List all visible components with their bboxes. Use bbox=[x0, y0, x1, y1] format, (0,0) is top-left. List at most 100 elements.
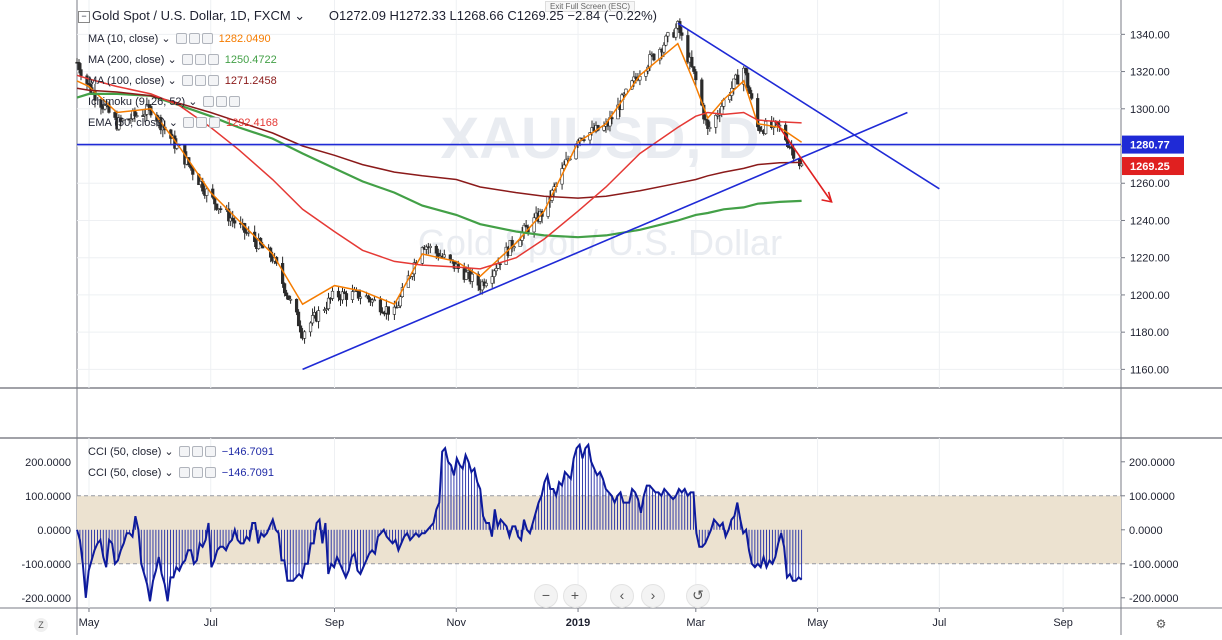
zoom-out-button[interactable]: − bbox=[534, 584, 558, 608]
candle-body bbox=[720, 106, 724, 115]
ohlc-readout: O1272.09 H1272.33 L1268.66 C1269.25 −2.8… bbox=[328, 8, 657, 23]
symbol-title[interactable]: Gold Spot / U.S. Dollar, 1D, FXCM bbox=[92, 8, 291, 23]
last-price-tag: 1269.25 bbox=[1130, 161, 1170, 173]
candle-body bbox=[588, 132, 592, 141]
candle-body bbox=[113, 112, 117, 118]
settings-gear-icon[interactable]: ⚙ bbox=[1155, 617, 1167, 631]
legend-close-icon[interactable] bbox=[207, 75, 219, 86]
candle-body bbox=[728, 95, 732, 101]
chevron-down-icon[interactable]: ⌄ bbox=[290, 8, 306, 23]
indicator-name[interactable]: Ichimoku (9, 26, 52) ⌄ bbox=[88, 96, 201, 108]
legend-close-icon[interactable] bbox=[228, 96, 240, 107]
y-tick-label: 1180.00 bbox=[1130, 327, 1169, 339]
zoom-in-button[interactable]: + bbox=[563, 584, 587, 608]
candle-body bbox=[582, 139, 586, 141]
candle-body bbox=[233, 220, 237, 224]
cci-legend-name[interactable]: CCI (50, close) ⌄ bbox=[88, 446, 177, 458]
legend-close-icon[interactable] bbox=[204, 446, 216, 457]
legend-eye-icon[interactable] bbox=[181, 75, 193, 86]
legend-settings-icon[interactable] bbox=[215, 96, 227, 107]
candle-body bbox=[714, 115, 718, 128]
candle-body bbox=[79, 69, 83, 77]
candle-body bbox=[85, 75, 89, 84]
candle-body bbox=[700, 79, 704, 106]
cci-y-tick-label: -200.0000 bbox=[1129, 593, 1179, 605]
cci-legend[interactable]: CCI (50, close) ⌄ −146.7091 bbox=[88, 466, 274, 480]
trendline-1[interactable] bbox=[677, 22, 940, 190]
series-line-ma-200-close- bbox=[76, 92, 802, 239]
x-tick-label: Sep bbox=[325, 617, 345, 629]
indicator-name[interactable]: MA (200, close) ⌄ bbox=[88, 54, 180, 66]
legend-close-icon[interactable] bbox=[204, 467, 216, 478]
candle-body bbox=[470, 273, 474, 282]
candle-body bbox=[358, 296, 363, 299]
candle-body bbox=[694, 71, 698, 81]
candle-body bbox=[658, 49, 662, 61]
legend-settings-icon[interactable] bbox=[191, 467, 203, 478]
indicator-name[interactable]: MA (100, close) ⌄ bbox=[88, 75, 180, 87]
collapse-icon[interactable]: − bbox=[78, 11, 90, 23]
legend-eye-icon[interactable] bbox=[202, 96, 214, 107]
x-tick-label: Nov bbox=[446, 617, 466, 629]
y-tick-label: 1160.00 bbox=[1130, 364, 1169, 376]
candle-body bbox=[288, 298, 293, 301]
forecast-arrow[interactable] bbox=[775, 121, 833, 203]
y-tick-label: 1340.00 bbox=[1130, 29, 1170, 41]
candle-body bbox=[147, 104, 151, 107]
legend-close-icon[interactable] bbox=[201, 33, 213, 44]
candle-body bbox=[686, 35, 690, 63]
candle-body bbox=[380, 311, 385, 314]
cci-y-tick-label-left: -200.0000 bbox=[21, 593, 71, 605]
candle-body bbox=[103, 105, 107, 110]
cci-y-tick-label-left: 200.0000 bbox=[25, 457, 71, 469]
legend-settings-icon[interactable] bbox=[195, 117, 207, 128]
indicator-legend[interactable]: MA (100, close) ⌄ 1271.2458 bbox=[88, 74, 277, 88]
candle-body bbox=[143, 114, 147, 117]
candle-body bbox=[800, 163, 804, 167]
indicator-name[interactable]: EMA (50, close) ⌄ bbox=[88, 117, 181, 129]
candle-body bbox=[464, 271, 468, 280]
legend-close-icon[interactable] bbox=[208, 117, 220, 128]
legend-eye-icon[interactable] bbox=[175, 33, 187, 44]
legend-eye-icon[interactable] bbox=[178, 446, 190, 457]
candle-body bbox=[392, 306, 396, 315]
candle-body bbox=[77, 62, 81, 70]
legend-eye-icon[interactable] bbox=[182, 117, 194, 128]
exit-fullscreen-hint[interactable]: Exit Full Screen (ESC) bbox=[545, 1, 636, 12]
legend-settings-icon[interactable] bbox=[194, 54, 206, 65]
legend-settings-icon[interactable] bbox=[191, 446, 203, 457]
legend-eye-icon[interactable] bbox=[178, 467, 190, 478]
candle-body bbox=[330, 290, 335, 299]
scroll-right-button[interactable]: › bbox=[641, 584, 665, 608]
candle-body bbox=[662, 44, 666, 53]
legend-settings-icon[interactable] bbox=[188, 33, 200, 44]
scroll-left-button[interactable]: ‹ bbox=[610, 584, 634, 608]
candle-body bbox=[744, 67, 748, 74]
reset-chart-button[interactable]: ↺ bbox=[686, 584, 710, 608]
candle-body bbox=[336, 290, 341, 298]
cci-legend-name[interactable]: CCI (50, close) ⌄ bbox=[88, 467, 177, 479]
indicator-legend[interactable]: EMA (50, close) ⌄ 1292.4168 bbox=[88, 116, 278, 130]
arrow-head-icon bbox=[821, 191, 833, 203]
candle-body bbox=[298, 325, 303, 333]
indicator-legend[interactable]: Ichimoku (9, 26, 52) ⌄ bbox=[88, 95, 246, 109]
cci-legend[interactable]: CCI (50, close) ⌄ −146.7091 bbox=[88, 445, 274, 459]
indicator-legend[interactable]: MA (10, close) ⌄ 1282.0490 bbox=[88, 32, 271, 46]
candle-body bbox=[742, 67, 746, 85]
candle-body bbox=[748, 87, 752, 94]
candle-body bbox=[758, 126, 762, 132]
trendline-0[interactable] bbox=[302, 111, 908, 371]
candle-body bbox=[764, 121, 768, 134]
candle-body bbox=[344, 293, 349, 300]
legend-eye-icon[interactable] bbox=[181, 54, 193, 65]
candle-body bbox=[704, 118, 708, 121]
candle-body bbox=[308, 322, 313, 333]
indicator-legend[interactable]: MA (200, close) ⌄ 1250.4722 bbox=[88, 53, 277, 67]
indicator-name[interactable]: MA (10, close) ⌄ bbox=[88, 33, 174, 45]
timezone-corner-label[interactable]: Z bbox=[34, 618, 48, 632]
legend-close-icon[interactable] bbox=[207, 54, 219, 65]
legend-settings-icon[interactable] bbox=[194, 75, 206, 86]
cci-y-tick-label-left: 0.0000 bbox=[37, 525, 71, 537]
